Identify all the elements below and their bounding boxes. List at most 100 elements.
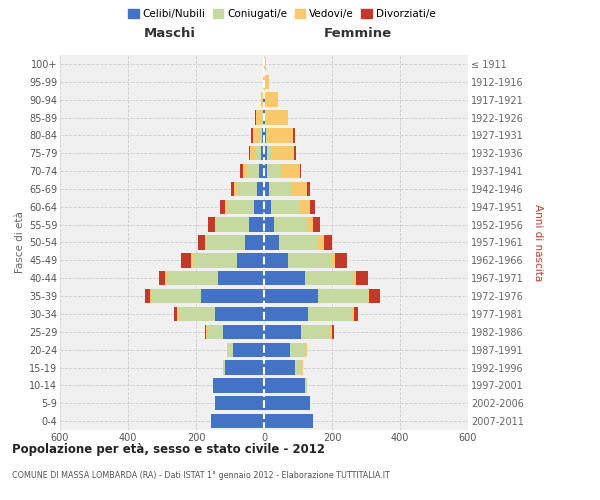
Bar: [264, 289, 319, 303]
Bar: [223, 324, 264, 339]
Bar: [220, 200, 225, 214]
Bar: [255, 110, 256, 124]
Bar: [370, 289, 380, 303]
Bar: [272, 146, 294, 160]
Bar: [206, 324, 208, 339]
Bar: [256, 146, 260, 160]
Bar: [245, 236, 264, 250]
Bar: [264, 307, 308, 321]
Bar: [307, 218, 313, 232]
Bar: [264, 164, 268, 178]
Bar: [301, 324, 330, 339]
Bar: [225, 200, 227, 214]
Bar: [305, 378, 307, 392]
Bar: [368, 289, 370, 303]
Bar: [335, 253, 347, 268]
Bar: [257, 182, 264, 196]
Bar: [352, 307, 354, 321]
Text: Femmine: Femmine: [324, 27, 392, 40]
Bar: [150, 289, 152, 303]
Bar: [217, 218, 249, 232]
Bar: [205, 236, 206, 250]
Bar: [331, 324, 332, 339]
Bar: [313, 218, 320, 232]
Bar: [300, 200, 310, 214]
Bar: [354, 271, 356, 285]
Bar: [332, 253, 335, 268]
Bar: [264, 236, 280, 250]
Bar: [268, 128, 293, 142]
Bar: [356, 271, 368, 285]
Bar: [262, 128, 264, 142]
Bar: [264, 146, 267, 160]
Bar: [264, 324, 301, 339]
Bar: [263, 110, 264, 124]
Bar: [264, 182, 269, 196]
Bar: [265, 74, 269, 89]
Bar: [213, 378, 264, 392]
Bar: [264, 200, 271, 214]
Bar: [264, 110, 265, 124]
Bar: [174, 307, 178, 321]
Bar: [264, 342, 290, 357]
Bar: [179, 307, 215, 321]
Y-axis label: Anni di nascita: Anni di nascita: [533, 204, 543, 281]
Bar: [268, 164, 281, 178]
Text: COMUNE DI MASSA LOMBARDA (RA) - Dati ISTAT 1° gennaio 2012 - Elaborazione TUTTIT: COMUNE DI MASSA LOMBARDA (RA) - Dati IST…: [12, 471, 390, 480]
Bar: [218, 271, 264, 285]
Bar: [240, 164, 243, 178]
Bar: [178, 307, 179, 321]
Text: Popolazione per età, sesso e stato civile - 2012: Popolazione per età, sesso e stato civil…: [12, 442, 325, 456]
Bar: [215, 218, 217, 232]
Bar: [280, 236, 319, 250]
Bar: [264, 271, 305, 285]
Bar: [290, 342, 305, 357]
Bar: [288, 110, 289, 124]
Bar: [307, 182, 310, 196]
Bar: [201, 289, 264, 303]
Bar: [234, 182, 237, 196]
Bar: [265, 110, 266, 124]
Bar: [256, 110, 262, 124]
Bar: [247, 164, 259, 178]
Bar: [205, 324, 206, 339]
Bar: [260, 128, 262, 142]
Bar: [208, 218, 215, 232]
Bar: [300, 164, 301, 178]
Bar: [264, 360, 295, 374]
Bar: [158, 271, 166, 285]
Bar: [271, 200, 300, 214]
Text: Maschi: Maschi: [144, 27, 196, 40]
Bar: [260, 92, 263, 107]
Bar: [291, 182, 307, 196]
Bar: [167, 271, 218, 285]
Bar: [225, 360, 264, 374]
Bar: [193, 253, 237, 268]
Bar: [249, 218, 264, 232]
Bar: [266, 110, 288, 124]
Bar: [266, 128, 268, 142]
Bar: [295, 360, 301, 374]
Bar: [301, 360, 303, 374]
Bar: [223, 360, 225, 374]
Bar: [265, 92, 278, 107]
Bar: [230, 182, 234, 196]
Bar: [227, 200, 254, 214]
Legend: Celibi/Nubili, Coniugati/e, Vedovi/e, Divorziati/e: Celibi/Nubili, Coniugati/e, Vedovi/e, Di…: [124, 5, 440, 24]
Bar: [208, 324, 223, 339]
Bar: [281, 164, 300, 178]
Bar: [237, 253, 264, 268]
Y-axis label: Fasce di età: Fasce di età: [14, 212, 25, 274]
Bar: [251, 128, 253, 142]
Bar: [319, 236, 323, 250]
Bar: [354, 307, 358, 321]
Bar: [253, 128, 260, 142]
Bar: [191, 253, 193, 268]
Bar: [198, 236, 205, 250]
Bar: [233, 342, 264, 357]
Bar: [250, 146, 256, 160]
Bar: [264, 396, 310, 410]
Bar: [211, 414, 264, 428]
Bar: [323, 236, 332, 250]
Bar: [274, 218, 307, 232]
